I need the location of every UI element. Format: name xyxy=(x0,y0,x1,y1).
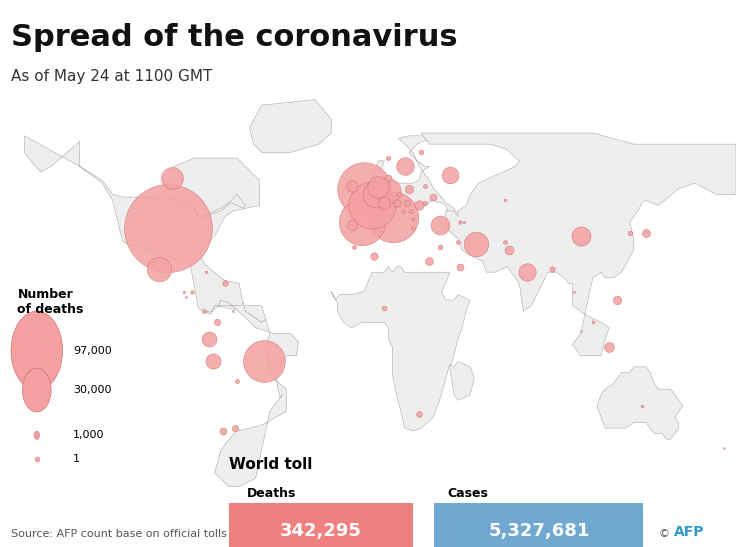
Point xyxy=(470,240,482,249)
Point xyxy=(368,251,380,260)
Point xyxy=(383,154,394,162)
Point xyxy=(367,201,378,210)
Point xyxy=(393,190,405,199)
Text: 30,000: 30,000 xyxy=(73,385,111,395)
Point xyxy=(356,218,368,226)
Point xyxy=(407,223,419,232)
Point xyxy=(612,296,623,305)
Point xyxy=(454,262,466,271)
Point xyxy=(499,237,511,246)
Point xyxy=(258,357,269,366)
Point xyxy=(372,183,384,191)
Point xyxy=(186,287,198,296)
Point xyxy=(415,148,427,157)
Point xyxy=(386,212,398,221)
Point xyxy=(587,318,599,327)
Point xyxy=(346,182,358,190)
Point xyxy=(207,357,219,366)
Point xyxy=(383,173,394,182)
Text: Spread of the coronavirus: Spread of the coronavirus xyxy=(11,23,458,52)
Point xyxy=(178,287,190,296)
Circle shape xyxy=(11,311,63,390)
Text: 5,327,681: 5,327,681 xyxy=(488,522,590,539)
Point xyxy=(718,443,729,452)
Point xyxy=(405,207,417,216)
Point xyxy=(636,401,648,410)
Point xyxy=(202,335,214,344)
Point xyxy=(391,198,403,207)
Point xyxy=(217,427,229,435)
Point xyxy=(229,424,241,433)
Point xyxy=(370,190,382,199)
FancyBboxPatch shape xyxy=(434,503,643,547)
Point xyxy=(546,265,558,274)
Circle shape xyxy=(23,368,51,412)
Point xyxy=(210,318,222,327)
Text: 1: 1 xyxy=(73,454,80,464)
Text: As of May 24 at 1100 GMT: As of May 24 at 1100 GMT xyxy=(11,69,213,84)
Point xyxy=(166,173,177,182)
Text: Number
of deaths: Number of deaths xyxy=(18,288,84,316)
Point xyxy=(454,218,466,226)
Point xyxy=(231,376,243,385)
Point xyxy=(399,162,411,171)
Point xyxy=(569,287,581,296)
Text: 1,000: 1,000 xyxy=(73,430,105,440)
Point xyxy=(201,268,213,277)
Point xyxy=(575,327,587,335)
Point xyxy=(420,198,431,207)
Point xyxy=(199,307,210,316)
Point xyxy=(407,215,419,224)
Point xyxy=(640,229,652,237)
Point xyxy=(503,246,515,254)
Text: ©: © xyxy=(659,529,673,539)
Point xyxy=(403,184,415,193)
Point xyxy=(358,184,369,193)
Text: Deaths: Deaths xyxy=(247,487,296,500)
Point xyxy=(348,243,360,252)
Point xyxy=(522,268,534,277)
Point xyxy=(401,198,413,207)
Point xyxy=(575,231,587,240)
Point xyxy=(397,207,408,216)
Point xyxy=(413,410,425,418)
Point xyxy=(434,220,445,229)
Text: Source: AFP count base on official tolls: Source: AFP count base on official tolls xyxy=(11,529,227,539)
Point xyxy=(413,201,425,210)
Circle shape xyxy=(34,431,40,439)
Point xyxy=(499,195,511,204)
Point xyxy=(452,237,464,246)
Point xyxy=(180,293,192,301)
FancyBboxPatch shape xyxy=(230,503,413,547)
Point xyxy=(378,304,390,313)
Point xyxy=(434,243,445,252)
Point xyxy=(444,171,456,179)
Text: World toll: World toll xyxy=(230,457,313,472)
Point xyxy=(383,187,394,196)
Point xyxy=(423,257,435,265)
Text: AFP: AFP xyxy=(673,525,704,539)
Point xyxy=(346,220,358,229)
Point xyxy=(154,265,166,274)
Point xyxy=(420,182,431,190)
Text: 342,295: 342,295 xyxy=(280,522,362,539)
Point xyxy=(219,279,231,288)
Point xyxy=(624,229,636,237)
Point xyxy=(604,343,615,352)
Point xyxy=(227,307,239,316)
Text: Cases: Cases xyxy=(447,487,488,500)
Point xyxy=(428,193,439,201)
Point xyxy=(162,223,174,232)
Text: 97,000: 97,000 xyxy=(73,346,112,356)
Point xyxy=(459,218,470,226)
Point xyxy=(378,198,390,207)
